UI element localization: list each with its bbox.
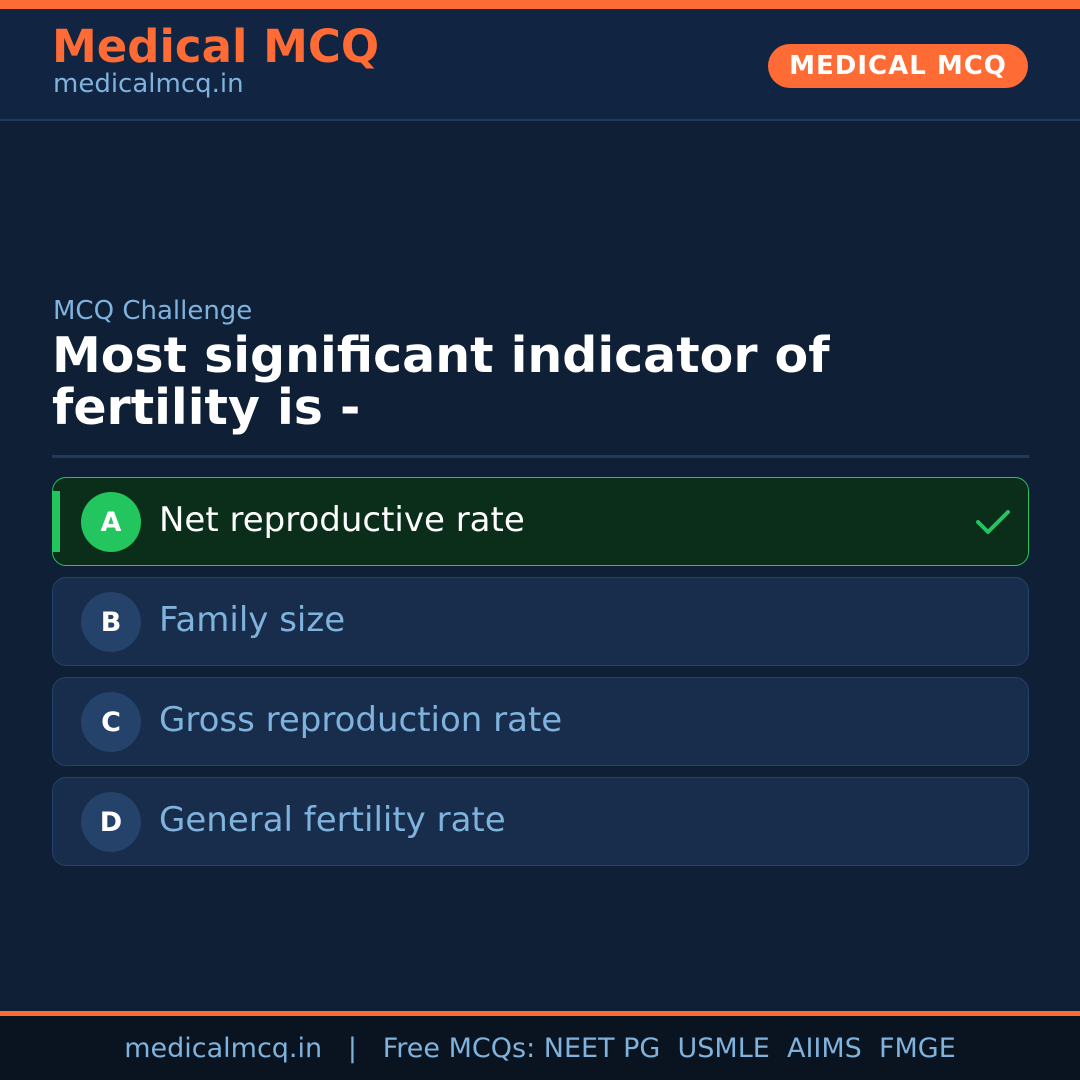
question-eyebrow: MCQ Challenge: [53, 296, 253, 326]
options-list: A Net reproductive rate B Family size C …: [52, 477, 1029, 877]
option-letter: A: [81, 492, 141, 552]
option-text: General fertility rate: [159, 800, 506, 840]
option-letter: D: [81, 792, 141, 852]
question-text: Most significant indicator of fertility …: [52, 327, 830, 436]
option-d[interactable]: D General fertility rate: [52, 777, 1029, 866]
option-b[interactable]: B Family size: [52, 577, 1029, 666]
bottom-accent-strip: [0, 1011, 1080, 1016]
correct-accent-bar: [53, 491, 60, 552]
option-letter: B: [81, 592, 141, 652]
check-icon: [976, 510, 1010, 534]
brand-title: Medical MCQ: [52, 20, 380, 73]
divider: [52, 455, 1029, 458]
option-a[interactable]: A Net reproductive rate: [52, 477, 1029, 566]
brand-url: medicalmcq.in: [53, 69, 244, 99]
footer: medicalmcq.in | Free MCQs: NEET PG USMLE…: [0, 1016, 1080, 1080]
option-c[interactable]: C Gross reproduction rate: [52, 677, 1029, 766]
option-text: Family size: [159, 600, 346, 640]
header: Medical MCQ medicalmcq.in MEDICAL MCQ: [0, 9, 1080, 121]
option-text: Gross reproduction rate: [159, 700, 563, 740]
header-badge: MEDICAL MCQ: [768, 44, 1028, 88]
option-text: Net reproductive rate: [159, 500, 525, 540]
top-accent-strip: [0, 0, 1080, 9]
option-letter: C: [81, 692, 141, 752]
